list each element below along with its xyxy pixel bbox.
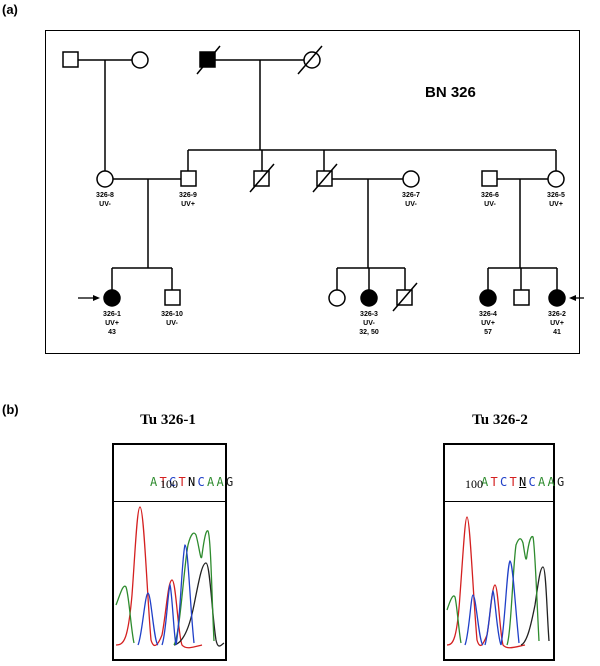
member-label-326-2: 326-2 UV+ 41 [548, 311, 566, 336]
pedigree-female-326-1-affected [103, 289, 121, 307]
base-2-1: A [481, 475, 489, 489]
member-label-326-7: 326-7 UV- [402, 192, 420, 208]
base-1-8: A [216, 475, 224, 489]
trace-2 [446, 516, 550, 649]
pedigree-female-326-5 [547, 170, 565, 188]
member-label-326-6: 326-6 UV- [481, 192, 499, 208]
trace-2-t [446, 516, 526, 649]
pedigree-male-gen3-d [513, 289, 530, 306]
pedigree-female-gen3-b [328, 289, 346, 307]
member-label-326-8: 326-8 UV- [96, 192, 114, 208]
base-1-2: T [159, 475, 167, 489]
base-2-9: G [557, 475, 565, 489]
pedigree-female-326-4-affected [479, 289, 497, 307]
base-2-5: N [519, 475, 527, 489]
base-1-9: G [226, 475, 234, 489]
pedigree-female-326-7 [402, 170, 420, 188]
base-1-3: C [169, 475, 177, 489]
pedigree-male-326-10 [164, 289, 181, 306]
panel-b-label: (b) [2, 402, 19, 417]
tumor-title-1: Tu 326-1 [140, 412, 196, 428]
trace-2-c [464, 560, 520, 646]
proband-arrow-left [78, 295, 100, 301]
pedigree-female-gen1-b-deceased [303, 51, 321, 69]
base-1-1: A [150, 475, 158, 489]
base-2-8: A [547, 475, 555, 489]
pedigree-male-gen1-a [62, 51, 79, 68]
trace-1 [115, 506, 225, 649]
base-2-3: C [500, 475, 508, 489]
trace-1-t [115, 506, 203, 649]
base-2-7: A [538, 475, 546, 489]
tumor-title-2: Tu 326-2 [472, 412, 528, 428]
panel-a-label: (a) [2, 2, 18, 17]
pedigree-box [45, 30, 580, 354]
pedigree-male-326-6 [481, 170, 498, 187]
pedigree-female-gen1-a [131, 51, 149, 69]
pedigree-female-326-2-affected [548, 289, 566, 307]
proband-arrow-right [569, 295, 584, 301]
trace-2-a [446, 535, 540, 646]
member-label-326-3: 326-3 UV- 32, 50 [359, 311, 379, 336]
pedigree-male-326-9 [180, 170, 197, 187]
trace-1-a [115, 530, 215, 646]
position-label-2: 100 [465, 477, 483, 491]
base-1-7: A [207, 475, 215, 489]
base-2-4: T [509, 475, 517, 489]
pedigree-female-326-3-affected [360, 289, 378, 307]
base-1-4: T [178, 475, 186, 489]
trace-2-g [520, 566, 550, 646]
base-2-6: C [528, 475, 536, 489]
position-label-1: 100 [160, 477, 178, 491]
base-1-5: N [188, 475, 196, 489]
member-label-326-1: 326-1 UV+ 43 [103, 311, 121, 336]
trace-1-g [173, 562, 225, 647]
base-2-2: T [490, 475, 498, 489]
divider-2 [445, 501, 553, 502]
member-label-326-5: 326-5 UV+ [547, 192, 565, 208]
divider-1 [114, 501, 225, 502]
trace-1-c [137, 544, 195, 646]
pedigree-female-326-8 [96, 170, 114, 188]
member-label-326-10: 326-10 UV- [161, 311, 183, 327]
member-label-326-4: 326-4 UV+ 57 [479, 311, 497, 336]
member-label-326-9: 326-9 UV+ [179, 192, 197, 208]
base-1-6: C [197, 475, 205, 489]
family-id: BN 326 [425, 84, 476, 101]
